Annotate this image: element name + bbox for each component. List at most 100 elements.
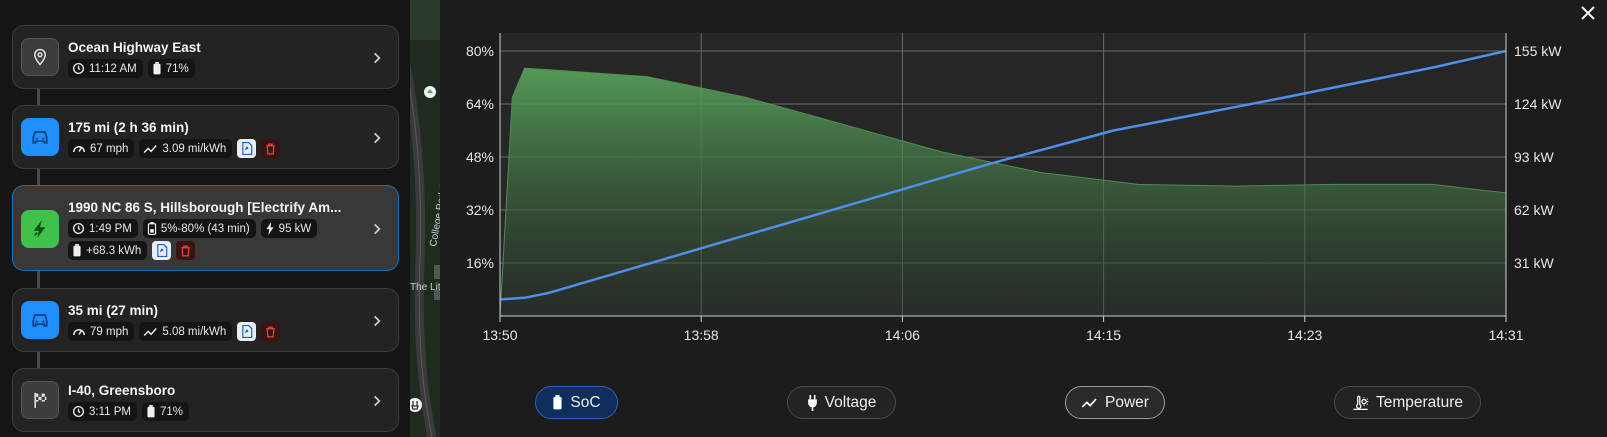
stop-title: I-40, Greensboro [68,383,176,398]
clock-icon [72,62,85,75]
tab-label: SoC [570,393,601,411]
charge-chips-row2: +68.3 kWh [68,241,196,260]
y-axis-left: 80% 64% 48% 32% 16% [466,43,494,271]
delete-button[interactable] [261,322,281,341]
route-connector [37,88,40,106]
speedometer-icon [73,329,85,336]
speed-value: 67 mph [90,142,129,155]
power-series [499,67,1507,317]
speedometer-icon [73,146,85,153]
time-value: 11:12 AM [89,62,137,75]
trip-stop-end[interactable]: I-40, Greensboro 3:11 PM 71% [12,368,399,432]
stop-chips: 11:12 AM 71% [68,59,195,78]
trend-line-icon [144,144,158,153]
battery-icon [153,62,161,75]
y-left-tick-label: 80% [466,43,494,59]
leg-chips: 79 mph 5.08 mi/kWh [68,322,281,341]
y-left-tick-label: 32% [466,202,494,218]
map-view[interactable]: College Park Rd The Lit [410,0,440,437]
x-tick-label: 14:31 [1488,327,1523,343]
y-right-tick-label: 124 kW [1514,96,1562,112]
map-place-label: The Lit [410,282,440,293]
x-tick-label: 13:58 [684,327,719,343]
tab-voltage[interactable]: Voltage [787,386,896,419]
tab-power[interactable]: Power [1065,386,1165,419]
power-area [499,67,1507,317]
speed-value: 79 mph [90,325,129,338]
battery-chip: 71% [141,402,190,421]
chevron-right-icon [374,52,381,64]
delete-button[interactable] [176,241,196,260]
tab-label: Power [1105,393,1149,411]
speed-chip: 79 mph [68,322,135,341]
checkered-flag-icon [21,381,59,419]
bolt-icon [266,222,274,235]
speed-chip: 67 mph [68,139,135,158]
trash-icon [181,244,191,257]
delete-button[interactable] [261,139,281,158]
time-chip: 11:12 AM [68,59,143,78]
charging-chart[interactable]: 80% 64% 48% 32% 16% 155 kW 124 kW 93 kW 62 kW 31… [440,0,1607,360]
stop-title: 1990 NC 86 S, Hillsborough [Electrify Am… [68,200,342,215]
leg-title: 35 mi (27 min) [68,303,159,318]
y-right-tick-label: 155 kW [1514,43,1562,59]
close-icon [1581,6,1595,20]
trip-leg-drive[interactable]: 175 mi (2 h 36 min) 67 mph 3.09 mi/kWh [12,105,399,169]
battery-value: 71% [165,62,189,75]
efficiency-chip: 5.08 mi/kWh [139,322,233,341]
car-icon [21,118,59,156]
trend-line-icon [144,327,158,336]
trip-stop-start[interactable]: Ocean Highway East 11:12 AM 71% [12,25,399,89]
file-export-icon [242,142,253,155]
battery-icon [147,405,155,418]
x-tick-label: 13:50 [482,327,517,343]
file-export-icon [157,244,168,257]
leg-title: 175 mi (2 h 36 min) [68,120,189,135]
map-road-label: College Park Rd [428,174,440,248]
thermometer-sun-icon [1353,395,1369,410]
tab-temperature[interactable]: Temperature [1334,386,1481,419]
leg-chips: 67 mph 3.09 mi/kWh [68,139,281,158]
trend-line-icon [1081,398,1097,408]
trash-icon [266,325,276,338]
battery-charging-icon [147,222,156,235]
location-pin-icon [21,38,59,76]
stop-title: Ocean Highway East [68,40,201,55]
export-button[interactable] [152,241,172,260]
clock-icon [72,405,85,418]
export-button[interactable] [237,322,257,341]
stop-chips: 3:11 PM 71% [68,402,190,421]
x-tick-label: 14:06 [885,327,920,343]
tab-soc[interactable]: SoC [535,386,618,419]
soc-range-value: 5%-80% (43 min) [160,222,250,235]
chart-axes [499,33,1507,322]
close-button[interactable] [1577,2,1599,24]
efficiency-chip: 3.09 mi/kWh [139,139,233,158]
time-value: 1:49 PM [89,222,132,235]
trash-icon [266,142,276,155]
clock-icon [72,222,85,235]
y-left-tick-label: 48% [466,149,494,165]
route-connector [37,168,40,186]
plug-icon [807,394,817,411]
energy-chip: +68.3 kWh [68,241,148,260]
file-export-icon [242,325,253,338]
y-left-tick-label: 16% [466,255,494,271]
charging-bolt-icon [21,210,59,248]
charge-chips: 1:49 PM 5%-80% (43 min) 95 kW [68,219,318,238]
power-chip: 95 kW [260,219,318,238]
tab-label: Temperature [1375,393,1463,411]
power-value: 95 kW [278,222,312,235]
time-chip: 3:11 PM [68,402,137,421]
efficiency-value: 3.09 mi/kWh [162,142,227,155]
battery-chip: 71% [147,59,195,78]
car-icon [21,301,59,339]
trip-stop-charge[interactable]: 1990 NC 86 S, Hillsborough [Electrify Am… [12,185,399,271]
trip-leg-drive[interactable]: 35 mi (27 min) 79 mph 5.08 mi/kWh [12,288,399,352]
y-axis-right: 155 kW 124 kW 93 kW 62 kW 31 kW [1514,43,1562,271]
chevron-right-icon [374,132,381,144]
chevron-right-icon [374,223,381,235]
export-button[interactable] [237,139,257,158]
charging-chart-panel: 80% 64% 48% 32% 16% 155 kW 124 kW 93 kW 62 kW 31… [440,0,1607,437]
